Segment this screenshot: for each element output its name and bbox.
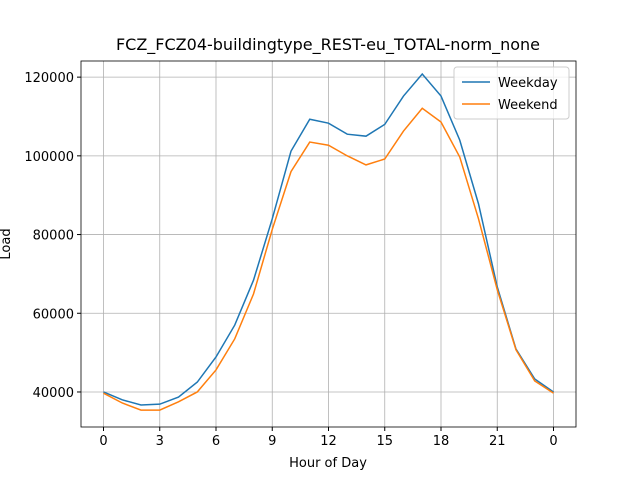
x-tick-label: 15 bbox=[376, 434, 393, 449]
x-tick-label: 6 bbox=[212, 434, 220, 449]
x-tick-label: 21 bbox=[489, 434, 506, 449]
y-tick-label: 100000 bbox=[24, 150, 74, 165]
line bbox=[103, 107, 554, 411]
line bbox=[103, 72, 554, 406]
x-tick-label: 18 bbox=[433, 434, 450, 449]
legend-label: Weekday bbox=[498, 76, 558, 91]
legend-box bbox=[453, 66, 570, 120]
x-tick-label: 0 bbox=[99, 434, 107, 449]
y-tick-label: 120000 bbox=[24, 71, 74, 86]
y-tick-label: 80000 bbox=[33, 229, 74, 244]
legend-label: Weekend bbox=[498, 98, 558, 113]
y-tick-label: 40000 bbox=[33, 386, 74, 401]
x-tick-label: 0 bbox=[549, 434, 557, 449]
x-tick-label: 9 bbox=[268, 434, 276, 449]
y-axis-label: Load bbox=[0, 228, 14, 259]
legend: Weekday Weekend bbox=[453, 66, 570, 120]
y-tick-label: 60000 bbox=[33, 307, 74, 322]
chart-title: FCZ_FCZ04-buildingtype_REST-eu_TOTAL-nor… bbox=[116, 35, 540, 55]
x-tick-label: 3 bbox=[156, 434, 164, 449]
x-tick-label: 12 bbox=[320, 434, 337, 449]
x-axis-label: Hour of Day bbox=[289, 456, 367, 471]
plot-frame bbox=[80, 60, 577, 428]
